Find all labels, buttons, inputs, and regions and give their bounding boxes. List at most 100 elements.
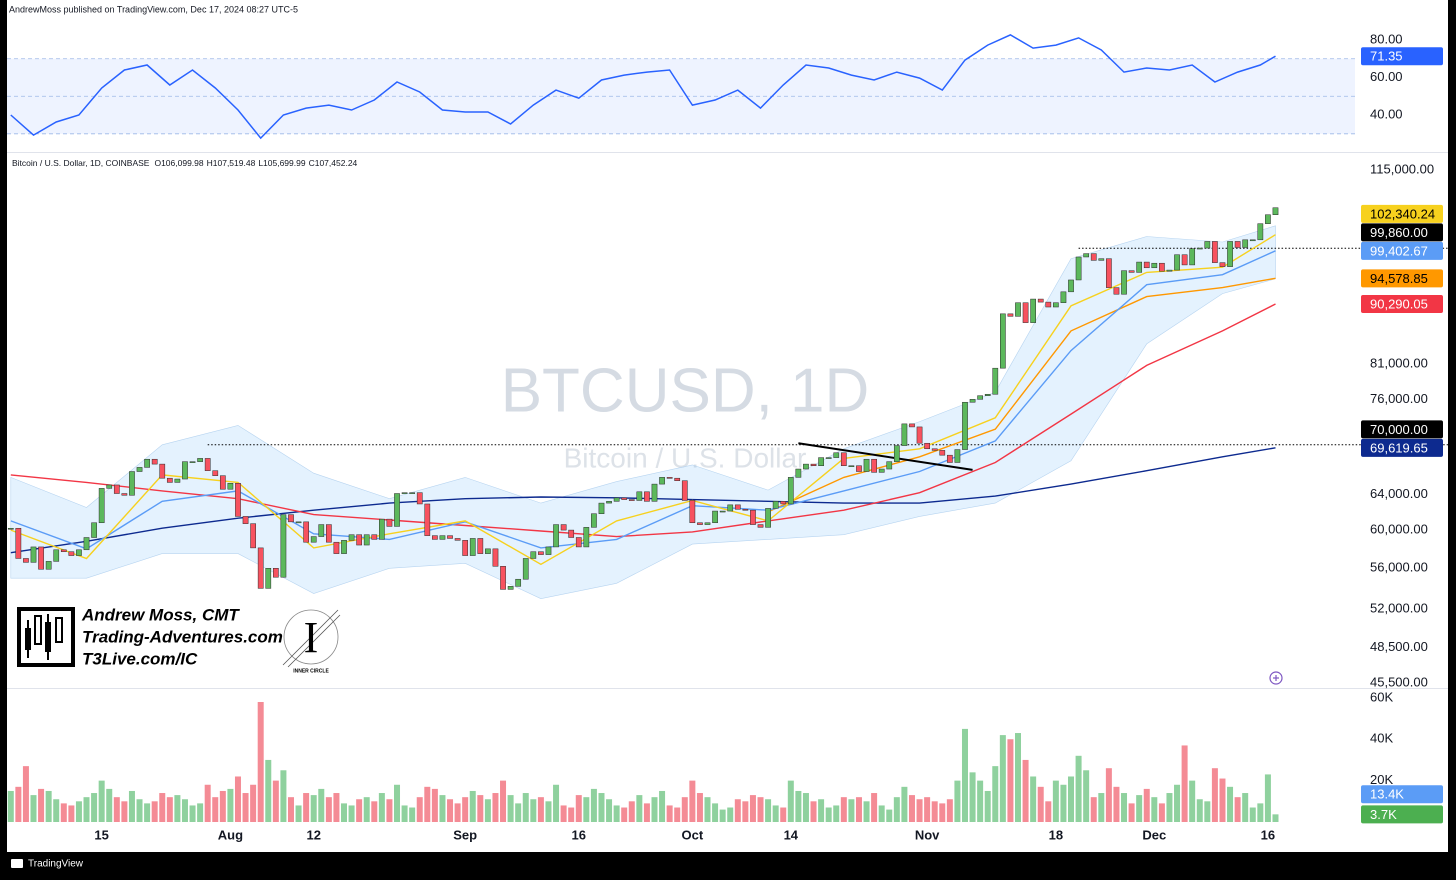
candle <box>697 522 703 525</box>
volume-bar <box>234 776 241 822</box>
volume-bar <box>1166 793 1173 822</box>
volume-bar <box>447 799 454 822</box>
volume-bar <box>7 790 14 822</box>
candle <box>68 551 75 556</box>
rsi-line <box>10 34 1276 140</box>
candle <box>38 546 44 570</box>
volume-bar <box>1068 776 1075 822</box>
volume-bar <box>1257 803 1264 822</box>
candle <box>719 510 726 513</box>
volume-bar <box>1272 814 1279 822</box>
volume-bar <box>787 780 794 822</box>
volume-bar <box>287 797 294 822</box>
volume-bar <box>1007 739 1014 822</box>
volume-bar <box>257 702 264 822</box>
x-tick-label: Oct <box>682 827 704 842</box>
volume-bar <box>1234 797 1241 822</box>
volume-bar <box>1083 770 1090 822</box>
candle <box>757 524 764 528</box>
volume-bar <box>598 793 605 822</box>
volume-bar <box>855 797 862 822</box>
volume-bar <box>583 797 590 822</box>
badge-text: INNER CIRCLE <box>293 668 329 674</box>
price-label: 13.4K <box>1370 787 1404 802</box>
candle <box>23 558 29 563</box>
volume-bar <box>113 797 120 822</box>
logo-candle <box>55 617 63 643</box>
candle <box>969 399 976 403</box>
candle <box>136 467 143 472</box>
candle <box>984 393 991 396</box>
y-tick-label: 56,000.00 <box>1370 560 1428 575</box>
price-label: 99,860.00 <box>1370 225 1428 240</box>
candle <box>1174 254 1180 271</box>
volume-bar <box>318 788 325 822</box>
candle <box>1083 253 1090 258</box>
moving-average <box>767 277 1276 513</box>
volume-bar <box>878 805 885 822</box>
volume-bar <box>666 805 673 822</box>
candle <box>575 537 582 548</box>
candle <box>1204 241 1211 249</box>
volume-bar <box>545 801 552 822</box>
volume-bar <box>356 799 363 822</box>
price-label-box <box>1361 241 1443 260</box>
candle <box>583 527 590 548</box>
volume-bar <box>515 803 522 822</box>
y-tick-label: 40K <box>1370 731 1393 746</box>
candle <box>454 538 461 541</box>
logo: Andrew Moss, CMT Trading-Adventures.com … <box>17 605 341 674</box>
volume-bar <box>643 803 650 822</box>
volume-bar <box>984 790 991 822</box>
candle <box>121 493 128 496</box>
volume-bar <box>348 805 355 822</box>
candle <box>727 504 734 512</box>
volume-bar <box>1022 759 1029 822</box>
add-button[interactable] <box>1269 671 1283 685</box>
x-tick-label: Aug <box>218 827 243 842</box>
candle <box>1257 223 1264 241</box>
candle <box>848 465 855 467</box>
candle <box>856 465 862 472</box>
candle <box>803 463 809 470</box>
symbol-legend: Bitcoin / U.S. Dollar, 1D, COINBASE O106,… <box>12 158 358 168</box>
y-tick-label: 52,000.00 <box>1370 601 1428 616</box>
volume-bar <box>68 805 75 822</box>
candle <box>787 477 794 505</box>
candle <box>742 509 749 511</box>
candle <box>962 401 968 450</box>
candle <box>197 458 203 462</box>
candle <box>1045 301 1052 308</box>
brand-line: T3Live.com/IC <box>82 649 198 668</box>
volume-bar <box>689 780 696 822</box>
candle <box>1196 247 1203 250</box>
volume-bar <box>568 807 575 822</box>
ohlc: C107,452.24 <box>309 158 358 168</box>
candle <box>379 518 385 540</box>
logo-candle <box>34 615 42 645</box>
volume-bar <box>250 784 257 822</box>
candle <box>591 513 597 528</box>
volume-bar <box>204 784 211 822</box>
volume-bar <box>1136 795 1143 822</box>
candle <box>363 534 370 546</box>
candle <box>1075 256 1082 281</box>
volume-bar <box>802 793 809 822</box>
volume-bar <box>810 801 817 822</box>
candle <box>356 534 362 546</box>
candle <box>348 534 355 541</box>
candle <box>886 461 893 470</box>
volume-bar <box>477 795 484 822</box>
volume-bar <box>431 788 438 822</box>
y-tick-label: 20K <box>1370 772 1393 787</box>
volume-bar <box>719 809 726 822</box>
watermark-subtitle: Bitcoin / U.S. Dollar <box>564 442 807 473</box>
volume-bar <box>91 793 98 822</box>
candle <box>1151 262 1158 269</box>
candle <box>1234 241 1241 248</box>
candle <box>946 454 953 463</box>
y-tick-label: 60K <box>1370 689 1393 704</box>
candle <box>871 458 877 473</box>
